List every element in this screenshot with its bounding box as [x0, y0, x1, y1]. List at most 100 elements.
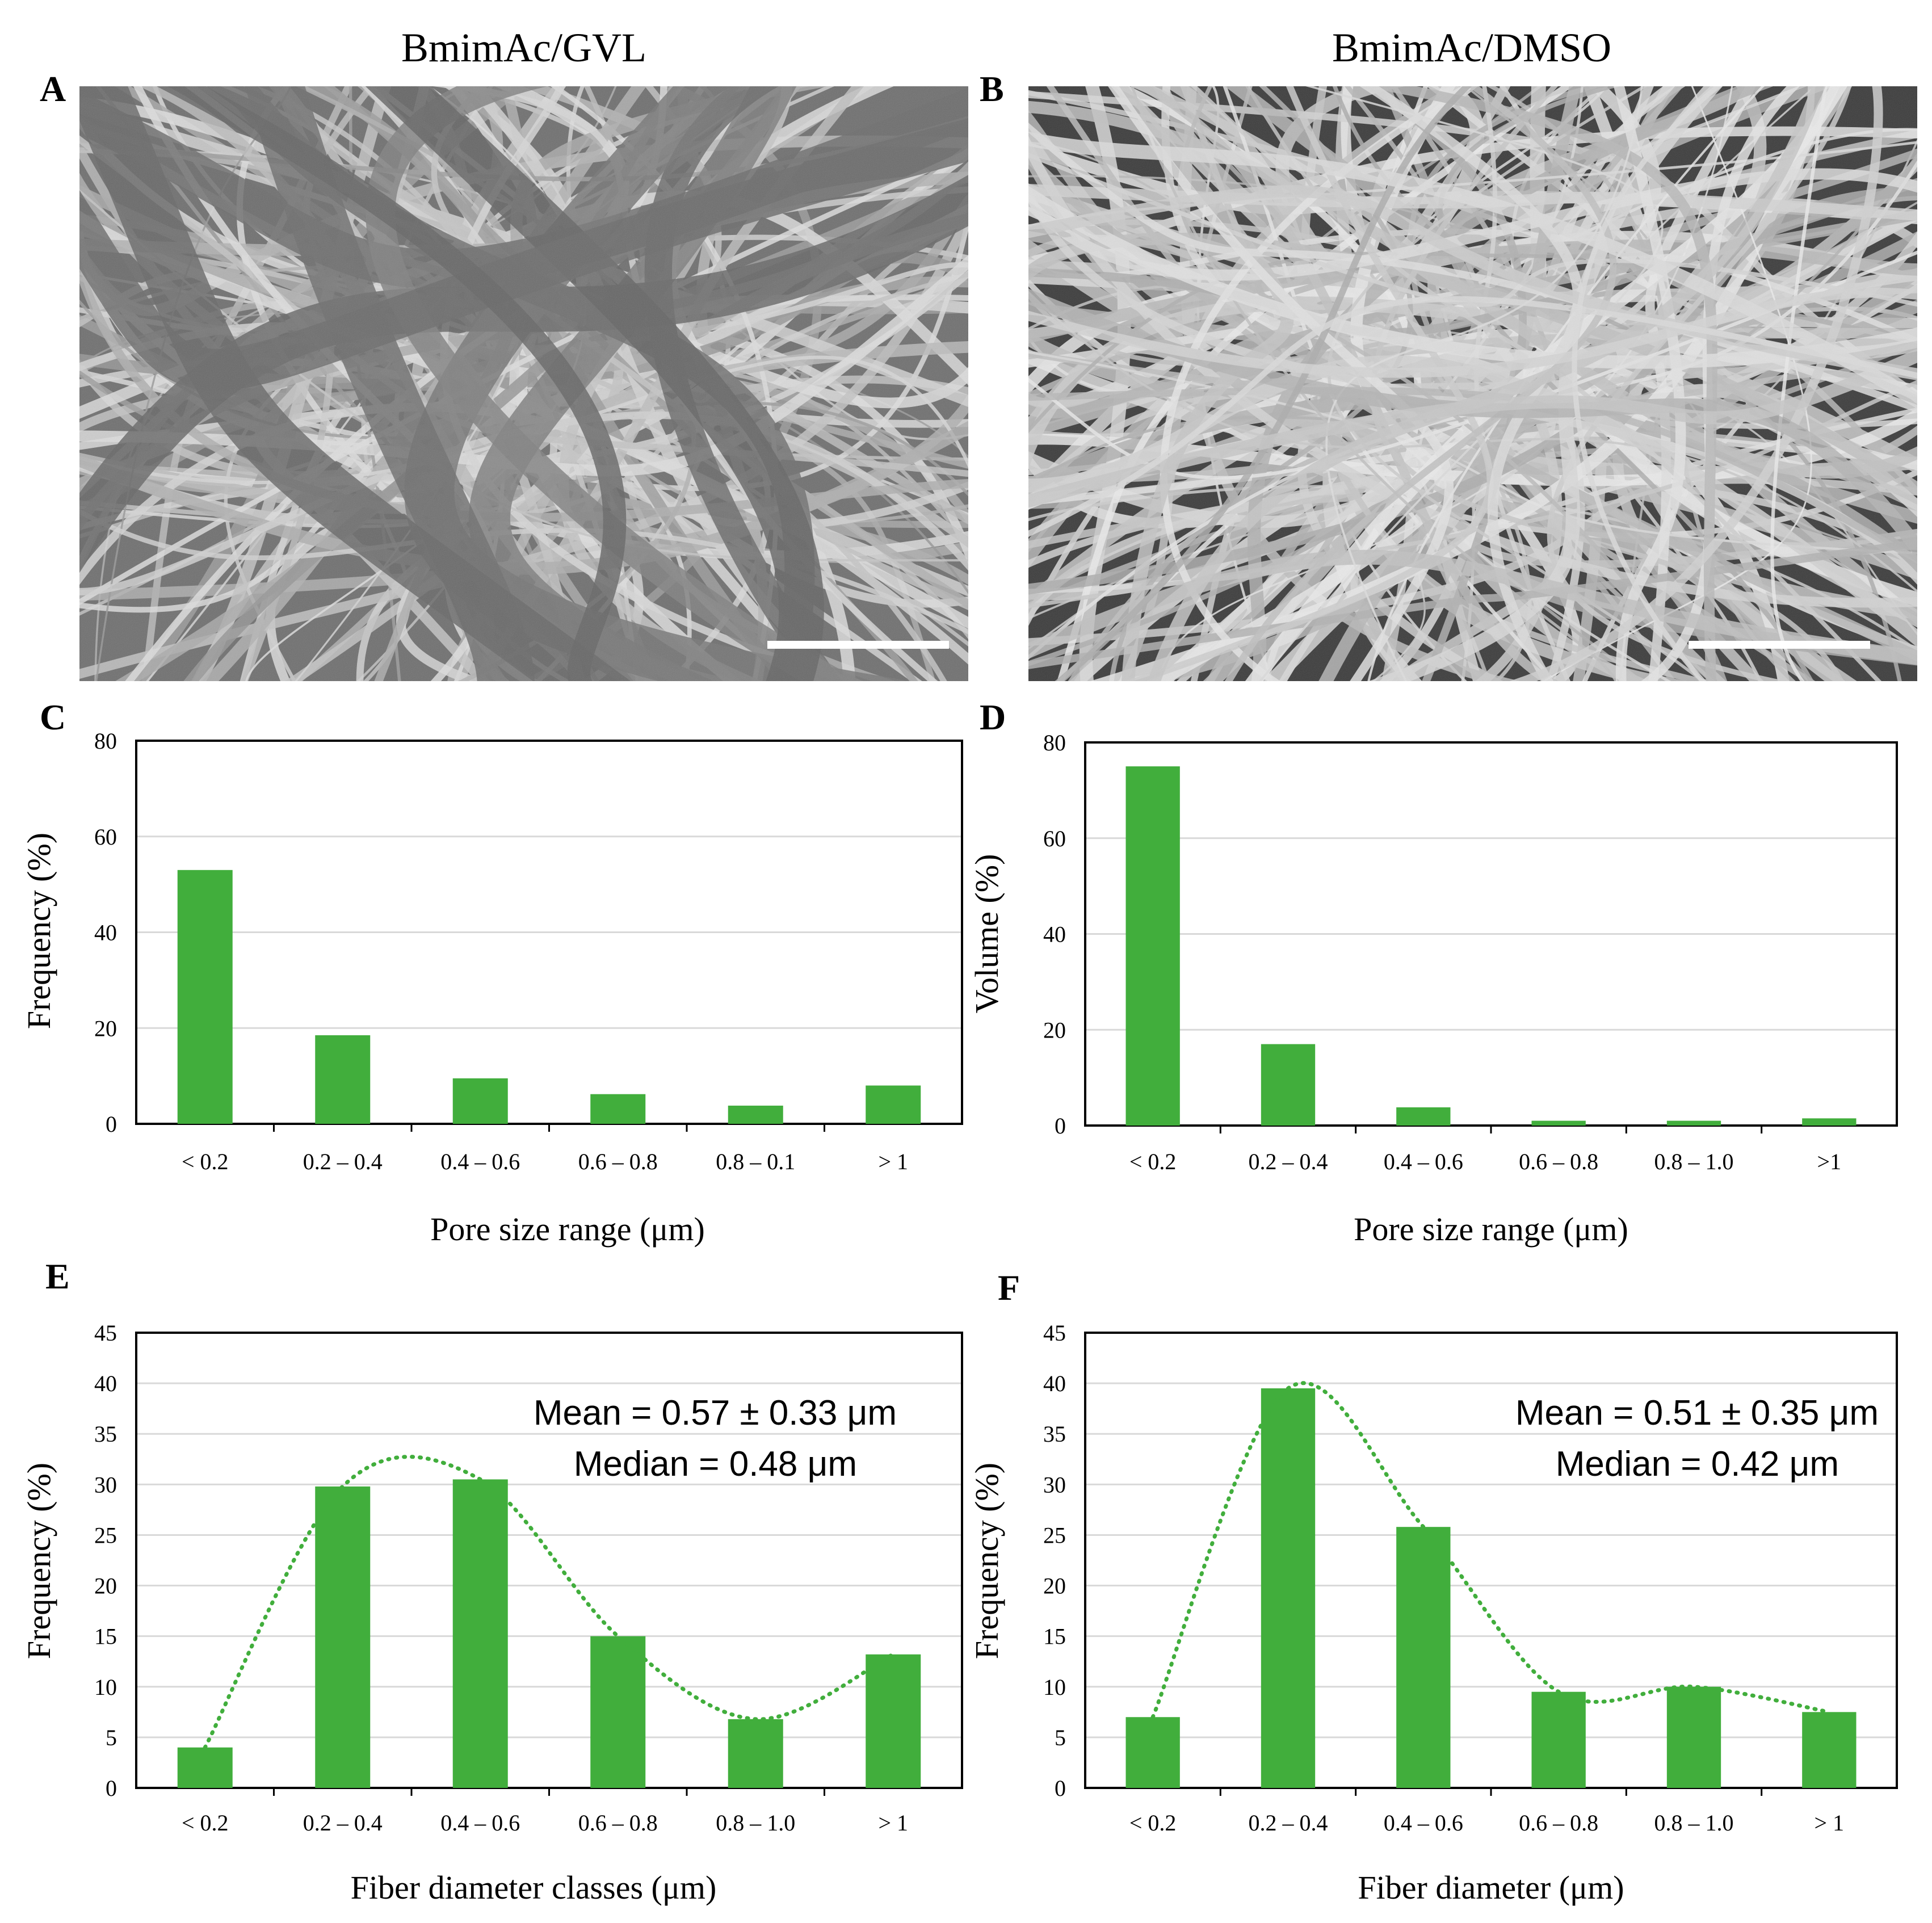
- bar: [1125, 1717, 1180, 1788]
- bar: [1802, 1712, 1857, 1788]
- y-tick-label: 80: [1043, 730, 1066, 755]
- y-tick-label: 45: [94, 1320, 117, 1346]
- sem-panel-b: BmimAc/DMSO B: [980, 25, 1917, 681]
- bar: [1261, 1388, 1316, 1788]
- mean-annotation: Mean = 0.51 ± 0.35 μm: [1515, 1393, 1879, 1433]
- bar: [315, 1486, 371, 1788]
- bar: [590, 1094, 646, 1124]
- y-tick-label: 45: [1043, 1320, 1066, 1346]
- x-tick-label: < 0.2: [1129, 1810, 1177, 1836]
- x-tick-label: 0.6 – 0.8: [578, 1810, 658, 1836]
- y-tick-label: 5: [106, 1725, 117, 1750]
- x-axis-label: Pore size range (μm): [430, 1211, 705, 1248]
- sem-image-b: [1028, 86, 1917, 681]
- x-tick-label: 0.2 – 0.4: [303, 1810, 383, 1836]
- bar: [1802, 1118, 1857, 1126]
- y-tick-label: 20: [1043, 1573, 1066, 1599]
- y-tick-label: 25: [94, 1522, 117, 1548]
- panel-title-b: BmimAc/DMSO: [1332, 25, 1611, 70]
- x-tick-label: < 0.2: [182, 1810, 229, 1836]
- bar: [1396, 1527, 1451, 1788]
- x-tick-label: 0.2 – 0.4: [303, 1149, 383, 1174]
- x-tick-label: < 0.2: [182, 1149, 229, 1174]
- chart-e: E 0 5 10 15 20 25 30 35 40 45 < 0.2 0.2 – 0.4 0.4 – 0…: [20, 1256, 963, 1906]
- y-tick-label: 10: [1043, 1674, 1066, 1700]
- y-tick-label: 30: [1043, 1472, 1066, 1497]
- chart-c: C 0 20 40 60 80 < 0.2 0.2 – 0.4 0.4 – 0.6 0.6 – 0…: [20, 697, 963, 1248]
- median-annotation: Median = 0.48 μm: [574, 1445, 857, 1484]
- y-tick-label: 10: [94, 1674, 117, 1700]
- y-axis-label: Frequency (%): [20, 1463, 57, 1659]
- median-annotation: Median = 0.42 μm: [1556, 1445, 1839, 1484]
- bar: [590, 1636, 646, 1788]
- panel-letter: C: [40, 697, 66, 737]
- y-tick-label: 0: [106, 1111, 117, 1137]
- chart-d: D 0 20 40 60 80 < 0.2 0.2 – 0.4 0.4 – 0.6 0.6 – 0…: [968, 697, 1898, 1248]
- chart-f: F 0 5 10 15 20 25 30 35 40 45 < 0.2 0.2 – 0.4 0.4 – 0…: [968, 1267, 1898, 1906]
- y-tick-label: 20: [94, 1573, 117, 1599]
- y-tick-label: 20: [1043, 1017, 1066, 1043]
- x-tick-label: 0.2 – 0.4: [1249, 1149, 1328, 1174]
- bar: [452, 1078, 508, 1124]
- y-axis-label: Volume (%): [968, 854, 1005, 1014]
- x-tick-label: > 1: [1815, 1810, 1845, 1836]
- y-tick-label: 60: [1043, 826, 1066, 851]
- x-tick-label: 0.4 – 0.6: [440, 1149, 520, 1174]
- panel-letter: D: [980, 697, 1006, 737]
- bar: [728, 1105, 783, 1124]
- y-tick-label: 20: [94, 1015, 117, 1041]
- x-tick-label: 0.8 – 1.0: [1654, 1810, 1734, 1836]
- x-axis-label: Fiber diameter (μm): [1358, 1869, 1624, 1906]
- y-tick-label: 80: [94, 728, 117, 754]
- sem-panel-a: BmimAc/GVL A: [40, 25, 968, 681]
- panel-letter: F: [998, 1267, 1020, 1308]
- bar: [1666, 1120, 1721, 1126]
- x-tick-label: 0.2 – 0.4: [1249, 1810, 1328, 1836]
- sem-image-a: [79, 86, 968, 681]
- y-axis-label: Frequency (%): [20, 833, 57, 1029]
- mean-annotation: Mean = 0.57 ± 0.33 μm: [534, 1393, 897, 1433]
- x-tick-label: 0.4 – 0.6: [440, 1810, 520, 1836]
- y-tick-label: 40: [94, 1371, 117, 1396]
- bar: [452, 1479, 508, 1788]
- x-tick-label: 0.4 – 0.6: [1384, 1149, 1463, 1174]
- x-tick-label: >1: [1817, 1149, 1842, 1174]
- x-tick-label: > 1: [878, 1810, 908, 1836]
- y-tick-label: 5: [1055, 1725, 1066, 1750]
- bar: [866, 1654, 921, 1788]
- x-tick-label: 0.8 – 0.1: [716, 1149, 795, 1174]
- x-tick-label: 0.6 – 0.8: [1519, 1149, 1598, 1174]
- bar: [1125, 766, 1180, 1126]
- x-tick-label: 0.4 – 0.6: [1384, 1810, 1463, 1836]
- y-tick-label: 40: [1043, 1371, 1066, 1396]
- y-axis-label: Frequency (%): [968, 1463, 1005, 1659]
- y-tick-label: 0: [106, 1775, 117, 1801]
- y-tick-label: 0: [1055, 1113, 1066, 1139]
- x-tick-label: < 0.2: [1129, 1149, 1177, 1174]
- trendline: [203, 1455, 896, 1750]
- panel-letter-a: A: [40, 69, 66, 109]
- bar: [1396, 1107, 1451, 1126]
- y-tick-label: 0: [1055, 1775, 1066, 1801]
- bar: [1261, 1044, 1316, 1126]
- bar: [1531, 1691, 1586, 1788]
- bar: [1531, 1120, 1586, 1126]
- x-axis-label: Pore size range (μm): [1354, 1211, 1628, 1248]
- bar: [866, 1085, 921, 1124]
- y-tick-label: 25: [1043, 1522, 1066, 1548]
- panel-letter: E: [45, 1256, 70, 1296]
- y-tick-label: 40: [94, 920, 117, 946]
- x-tick-label: 0.8 – 1.0: [1654, 1149, 1734, 1174]
- x-tick-label: > 1: [878, 1149, 908, 1174]
- x-axis-label: Fiber diameter classes (μm): [351, 1869, 717, 1906]
- bar: [1666, 1686, 1721, 1788]
- x-tick-label: 0.6 – 0.8: [578, 1149, 658, 1174]
- y-tick-label: 60: [94, 824, 117, 850]
- y-tick-label: 35: [94, 1421, 117, 1447]
- bar: [315, 1035, 371, 1124]
- y-tick-label: 15: [1043, 1624, 1066, 1649]
- panel-title-a: BmimAc/GVL: [401, 25, 646, 70]
- y-tick-label: 30: [94, 1472, 117, 1497]
- y-tick-label: 40: [1043, 922, 1066, 947]
